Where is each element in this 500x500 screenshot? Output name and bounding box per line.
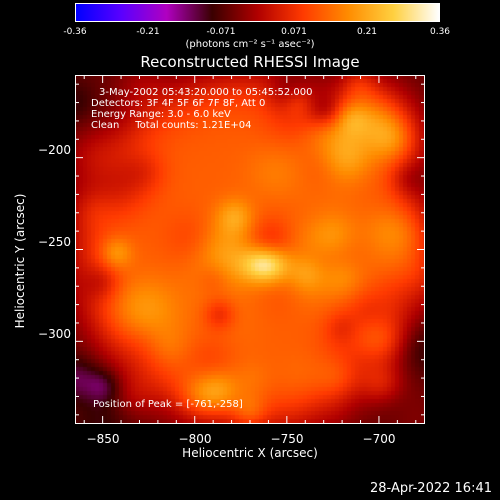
colorbar-units: (photons cm⁻² s⁻¹ asec⁻²) bbox=[185, 39, 315, 50]
colorbar-tick-label: 0.071 bbox=[281, 27, 307, 37]
plot-frame bbox=[75, 75, 425, 424]
y-tick-label: −300 bbox=[38, 327, 71, 341]
timestamp: 28-Apr-2022 16:41 bbox=[370, 481, 492, 496]
annotation-energy-range: Energy Range: 3.0 - 6.0 keV bbox=[91, 109, 231, 120]
colorbar-tick-label: -0.36 bbox=[63, 27, 87, 37]
colorbar bbox=[75, 3, 440, 22]
colorbar-tick-label: 0.36 bbox=[429, 27, 451, 37]
colorbar-tick-label: -0.071 bbox=[206, 27, 236, 37]
y-tick-label: −200 bbox=[38, 143, 71, 157]
annotation-total-counts: Clean Total counts: 1.21E+04 bbox=[91, 120, 252, 131]
colorbar-tick-label: -0.21 bbox=[136, 27, 160, 37]
y-tick-label: −250 bbox=[38, 235, 71, 249]
x-tick-label: −800 bbox=[178, 432, 212, 446]
annotation-detectors: Detectors: 3F 4F 5F 6F 7F 8F, Att 0 bbox=[91, 98, 266, 109]
heatmap-image bbox=[75, 75, 425, 424]
x-tick-label: −750 bbox=[270, 432, 304, 446]
x-axis-label: Heliocentric X (arcsec) bbox=[182, 446, 318, 460]
plot-area: 3-May-2002 05:43:20.000 to 05:45:52.000 … bbox=[75, 75, 425, 424]
annotation-time-range: 3-May-2002 05:43:20.000 to 05:45:52.000 bbox=[99, 87, 313, 98]
colorbar-tick-label: 0.21 bbox=[356, 27, 378, 37]
y-axis-label: Heliocentric Y (arcsec) bbox=[13, 193, 27, 329]
peak-position-label: Position of Peak = [-761,-258] bbox=[93, 399, 243, 410]
chart-title: Reconstructed RHESSI Image bbox=[140, 53, 360, 71]
x-tick-label: −850 bbox=[86, 432, 120, 446]
x-tick-label: −700 bbox=[362, 432, 396, 446]
plot-axes bbox=[75, 75, 425, 424]
